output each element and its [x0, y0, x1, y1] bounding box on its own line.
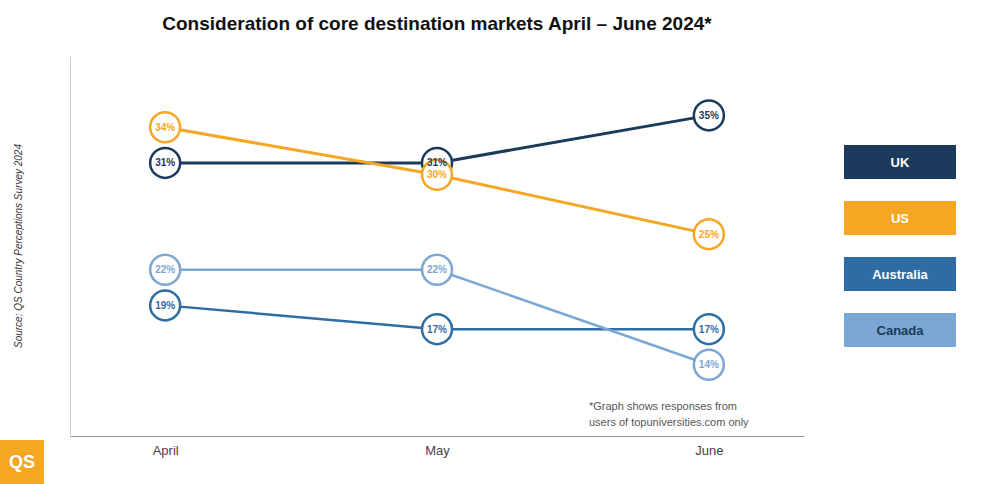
legend-label: Canada	[877, 323, 925, 338]
data-label: 25%	[699, 229, 719, 240]
legend-label: Australia	[872, 267, 928, 282]
x-tick-label: June	[695, 443, 723, 458]
footnote: *Graph shows responses from users of topu…	[589, 400, 749, 428]
data-label: 31%	[155, 157, 175, 168]
data-label: 35%	[699, 110, 719, 121]
footnote-line: users of topuniversities.com only	[589, 416, 749, 428]
data-label: 19%	[155, 300, 175, 311]
data-labels: 31% 31% 35% 34% 30% 25% 19% 17% 17% 22% 22% 14%	[155, 110, 719, 370]
plot: April May June 31% 31% 35% 34% 30% 25% 19% 17% 17% 2…	[71, 57, 805, 459]
data-label: 22%	[427, 264, 447, 275]
legend-label: UK	[891, 155, 910, 170]
data-label: 31%	[427, 157, 447, 168]
data-label: 14%	[699, 359, 719, 370]
point	[694, 314, 724, 344]
title: Consideration of core destination market…	[162, 13, 712, 34]
x-tick-label: May	[425, 443, 450, 458]
point	[150, 148, 180, 178]
data-label: 34%	[155, 122, 175, 133]
x-axis-line	[71, 436, 805, 437]
legend-swatch	[844, 201, 956, 235]
y-axis	[70, 57, 71, 437]
x-axis: April May June	[71, 436, 805, 458]
source-note: Source: QS Country Perceptions Survey 20…	[13, 144, 24, 348]
point	[422, 314, 452, 344]
point	[150, 290, 180, 320]
logo-text: QS	[9, 452, 35, 472]
point	[694, 219, 724, 249]
data-label: 17%	[699, 324, 719, 335]
point	[150, 112, 180, 142]
point	[694, 350, 724, 380]
data-label: 17%	[427, 324, 447, 335]
legend-swatch	[844, 313, 956, 347]
x-tick-label: April	[153, 443, 179, 458]
legend-swatch	[844, 257, 956, 291]
series-line	[165, 127, 709, 234]
point	[422, 255, 452, 285]
x-tick: May	[425, 436, 450, 458]
logo-box	[0, 440, 44, 484]
marks	[150, 100, 724, 379]
y-axis-line	[70, 57, 71, 437]
x-tick: April	[153, 436, 179, 458]
point	[150, 255, 180, 285]
data-label: 30%	[427, 169, 447, 180]
footnote-line: *Graph shows responses from	[589, 400, 737, 412]
x-tick: June	[695, 436, 723, 458]
chart: April May June 31% 31% 35% 34% 30% 25% 19% 17% 17% 2…	[0, 0, 984, 484]
data-label: 22%	[155, 264, 175, 275]
legend: UK US Australia Canada	[844, 145, 956, 347]
legend-label: US	[891, 211, 909, 226]
point	[694, 100, 724, 130]
legend-swatch	[844, 145, 956, 179]
